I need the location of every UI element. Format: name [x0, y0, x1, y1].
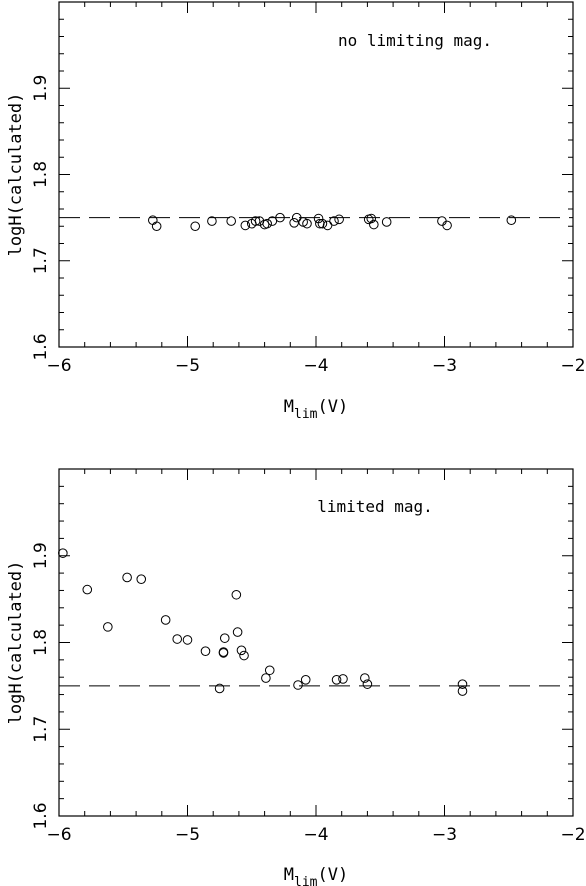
y-tick-label: 1.8: [31, 161, 51, 188]
data-point: [381, 217, 392, 227]
data-point: [207, 216, 217, 226]
data-point: [226, 216, 236, 226]
plot-frame: [58, 468, 574, 817]
data-point: [236, 645, 247, 656]
y-tick-label: 1.6: [31, 333, 51, 360]
data-point: [182, 635, 193, 645]
x-tick-label: −6: [46, 356, 71, 376]
plot-frame: [58, 1, 574, 348]
data-point: [442, 220, 452, 231]
data-point: [506, 215, 517, 226]
x-tick-label: −3: [432, 356, 457, 376]
data-point: [231, 589, 242, 600]
data-point: [250, 216, 261, 226]
data-point: [334, 214, 344, 225]
data-point: [437, 216, 447, 226]
x-tick-label: −4: [303, 356, 328, 376]
data-point: [240, 220, 251, 231]
y-tick-label: 1.7: [31, 716, 51, 743]
data-point: [457, 686, 468, 696]
x-tick-label: −3: [432, 825, 457, 845]
data-point: [239, 650, 249, 661]
data-point: [362, 679, 373, 689]
panel-annotation: limited mag.: [317, 497, 433, 516]
data-point: [214, 683, 225, 694]
data-point: [317, 218, 328, 229]
x-axis-label: Mlim(V): [284, 397, 348, 422]
y-tick-label: 1.9: [31, 75, 51, 102]
data-point: [82, 584, 93, 595]
data-point: [291, 212, 302, 223]
data-point: [267, 216, 278, 226]
data-point: [58, 548, 68, 558]
data-point: [366, 213, 377, 224]
data-point: [190, 221, 201, 232]
y-axis-label: logH(calculated): [6, 561, 26, 725]
data-point: [329, 216, 339, 226]
data-point: [338, 674, 348, 684]
data-point: [219, 633, 230, 643]
data-point: [322, 220, 333, 231]
data-point: [264, 665, 275, 676]
data-point: [200, 646, 211, 656]
data-point: [122, 572, 132, 583]
y-tick-label: 1.8: [31, 629, 51, 656]
data-point: [218, 648, 229, 658]
y-axis-label: logH(calculated): [6, 93, 26, 257]
x-tick-label: −5: [175, 825, 200, 845]
x-axis-label: Mlim(V): [284, 865, 348, 886]
panel-annotation: no limiting mag.: [338, 31, 492, 50]
data-point: [261, 673, 271, 683]
y-tick-label: 1.9: [31, 542, 51, 569]
data-point: [172, 634, 183, 644]
x-tick-label: −2: [560, 356, 585, 376]
y-tick-label: 1.7: [31, 247, 51, 274]
x-tick-label: −5: [175, 356, 200, 376]
x-tick-label: −4: [303, 825, 328, 845]
x-tick-label: −2: [560, 825, 585, 845]
data-point: [151, 221, 162, 232]
data-point: [136, 574, 147, 584]
data-point: [369, 219, 379, 230]
data-point: [331, 675, 342, 685]
data-point: [457, 679, 468, 689]
data-point: [160, 615, 171, 625]
data-point: [293, 680, 303, 690]
data-point: [262, 218, 272, 229]
chart-panel-1: −6 −5 −4 −3 −2 1.6 1.7 1.8 1.9 no limiting mag. Ml…: [6, 1, 586, 422]
chart-panel-2: −6 −5 −4 −3 −2 1.6 1.7 1.8 1.9 limited mag. Mlim(V…: [6, 468, 586, 886]
data-point: [360, 673, 370, 683]
data-point: [300, 675, 311, 685]
data-point: [275, 212, 285, 223]
data-point: [103, 622, 113, 632]
data-point: [315, 218, 325, 229]
data-point: [232, 627, 243, 637]
y-tick-label: 1.6: [31, 802, 51, 829]
data-point: [302, 218, 312, 229]
data-point: [289, 218, 299, 228]
x-tick-label: −6: [46, 825, 71, 845]
